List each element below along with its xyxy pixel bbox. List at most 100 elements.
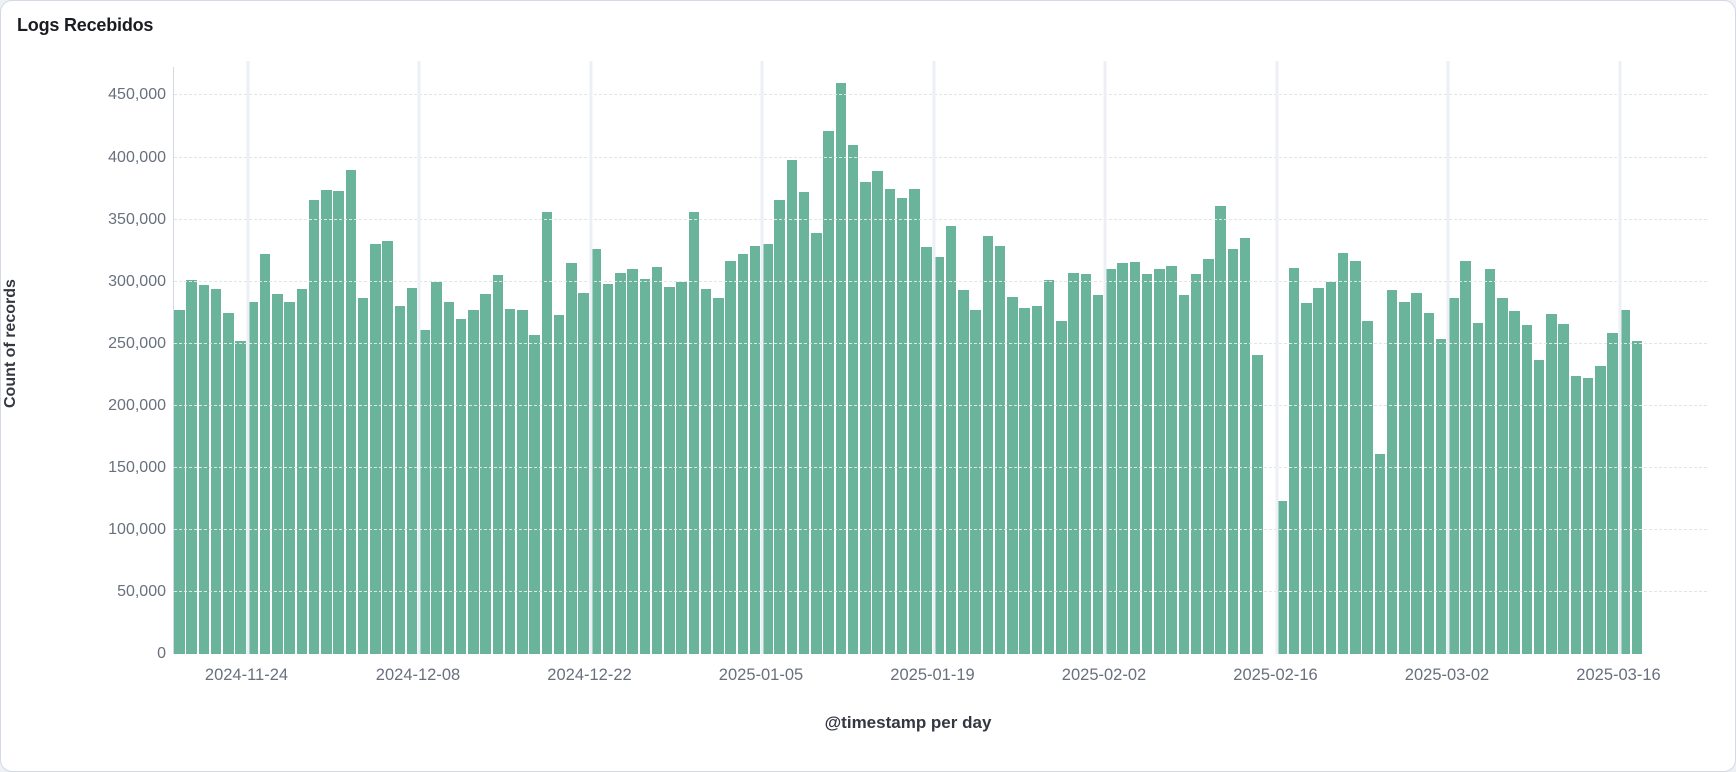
bar-2025-03-07[interactable] bbox=[1509, 311, 1520, 654]
bar-2025-02-23[interactable] bbox=[1362, 321, 1373, 654]
bar-2025-01-13[interactable] bbox=[860, 182, 871, 654]
bar-2025-03-12[interactable] bbox=[1570, 375, 1582, 654]
bar-2025-01-09[interactable] bbox=[811, 233, 822, 654]
bar-2025-02-28[interactable] bbox=[1423, 312, 1435, 654]
bar-2025-03-14[interactable] bbox=[1595, 366, 1606, 654]
bar-2024-12-05[interactable] bbox=[382, 240, 393, 654]
bar-2025-01-14[interactable] bbox=[872, 171, 883, 654]
bar-2024-12-24[interactable] bbox=[615, 272, 626, 654]
bar-2024-11-22[interactable] bbox=[223, 312, 234, 654]
bar-2025-03-08[interactable] bbox=[1521, 325, 1533, 654]
bar-2024-12-07[interactable] bbox=[406, 287, 418, 654]
bar-2024-12-31[interactable] bbox=[700, 289, 712, 654]
bar-2024-12-20[interactable] bbox=[566, 263, 577, 654]
bar-2025-01-23[interactable] bbox=[982, 235, 994, 654]
bar-2025-03-10[interactable] bbox=[1546, 313, 1557, 654]
bar-2025-01-20[interactable] bbox=[945, 225, 957, 654]
bar-2025-03-17[interactable] bbox=[1631, 341, 1643, 654]
bar-2025-03-04[interactable] bbox=[1472, 322, 1484, 654]
bar-2025-01-01[interactable] bbox=[713, 297, 724, 654]
bar-2025-01-21[interactable] bbox=[958, 290, 969, 654]
bar-2025-02-06[interactable] bbox=[1154, 269, 1165, 654]
bar-2025-03-09[interactable] bbox=[1533, 359, 1545, 654]
bar-2025-02-05[interactable] bbox=[1141, 274, 1153, 654]
bar-2024-12-17[interactable] bbox=[529, 335, 540, 654]
bar-2025-02-18[interactable] bbox=[1301, 302, 1312, 654]
bar-2025-03-13[interactable] bbox=[1582, 378, 1594, 654]
bar-2025-02-14[interactable] bbox=[1252, 354, 1263, 654]
bar-2024-11-23[interactable] bbox=[235, 341, 246, 654]
bar-2024-11-21[interactable] bbox=[210, 289, 222, 654]
bar-2024-11-28[interactable] bbox=[296, 289, 308, 654]
bar-2025-02-12[interactable] bbox=[1227, 249, 1239, 654]
bar-2025-03-15[interactable] bbox=[1607, 332, 1618, 654]
bar-2025-01-12[interactable] bbox=[847, 145, 859, 654]
bar-2025-01-22[interactable] bbox=[970, 310, 981, 654]
bar-2024-11-24[interactable] bbox=[247, 301, 259, 654]
bar-2025-02-02[interactable] bbox=[1105, 269, 1116, 654]
bar-2025-01-07[interactable] bbox=[786, 160, 798, 654]
bar-2025-02-04[interactable] bbox=[1129, 261, 1141, 654]
bar-2025-01-27[interactable] bbox=[1031, 306, 1043, 654]
bar-2024-12-28[interactable] bbox=[664, 286, 675, 654]
bar-2024-12-06[interactable] bbox=[394, 306, 406, 654]
bar-2025-01-06[interactable] bbox=[774, 199, 785, 654]
bar-2024-12-02[interactable] bbox=[345, 169, 357, 654]
bar-2024-11-25[interactable] bbox=[259, 254, 271, 654]
bar-2024-11-20[interactable] bbox=[198, 285, 210, 654]
bar-2024-11-29[interactable] bbox=[308, 199, 320, 654]
bar-2025-03-03[interactable] bbox=[1460, 260, 1471, 654]
bar-2025-02-09[interactable] bbox=[1190, 274, 1202, 654]
bar-2024-11-26[interactable] bbox=[272, 294, 283, 654]
bar-2025-02-22[interactable] bbox=[1350, 260, 1361, 654]
bar-2025-02-01[interactable] bbox=[1092, 295, 1104, 654]
bar-2025-03-01[interactable] bbox=[1435, 338, 1447, 654]
bar-2025-01-16[interactable] bbox=[896, 198, 908, 654]
bar-2025-01-30[interactable] bbox=[1068, 272, 1079, 654]
bar-2025-01-24[interactable] bbox=[994, 245, 1006, 654]
bar-2025-02-26[interactable] bbox=[1399, 301, 1410, 654]
bar-2025-02-13[interactable] bbox=[1239, 238, 1251, 654]
bar-2025-01-04[interactable] bbox=[749, 245, 761, 654]
bar-2025-01-17[interactable] bbox=[909, 188, 920, 654]
bar-2024-12-13[interactable] bbox=[480, 294, 491, 654]
bar-2024-12-04[interactable] bbox=[370, 244, 381, 654]
bar-2024-12-23[interactable] bbox=[602, 284, 614, 654]
bar-2024-12-03[interactable] bbox=[357, 297, 369, 654]
bar-2024-12-08[interactable] bbox=[419, 330, 430, 654]
bar-2025-02-03[interactable] bbox=[1117, 263, 1128, 654]
bar-2024-12-11[interactable] bbox=[455, 318, 467, 654]
bar-2025-02-17[interactable] bbox=[1288, 268, 1300, 654]
bar-2025-01-08[interactable] bbox=[798, 192, 810, 654]
bar-2025-03-16[interactable] bbox=[1619, 310, 1631, 654]
bar-2025-01-05[interactable] bbox=[762, 244, 773, 654]
bar-2024-12-14[interactable] bbox=[492, 275, 504, 654]
bar-2025-01-10[interactable] bbox=[823, 131, 834, 654]
bar-2025-02-24[interactable] bbox=[1374, 454, 1386, 654]
bar-2024-11-30[interactable] bbox=[321, 189, 332, 654]
bar-2024-12-16[interactable] bbox=[517, 310, 528, 654]
bar-2024-12-22[interactable] bbox=[590, 249, 602, 654]
bar-2025-01-26[interactable] bbox=[1019, 307, 1030, 654]
bar-2025-01-15[interactable] bbox=[884, 188, 896, 654]
bar-2025-01-25[interactable] bbox=[1007, 296, 1018, 654]
bar-2025-03-11[interactable] bbox=[1558, 323, 1569, 654]
bar-2025-03-05[interactable] bbox=[1484, 269, 1496, 654]
bar-2025-02-21[interactable] bbox=[1337, 253, 1349, 654]
bar-2025-02-11[interactable] bbox=[1215, 205, 1226, 654]
bar-2024-12-15[interactable] bbox=[504, 308, 516, 654]
bar-2024-12-27[interactable] bbox=[651, 266, 663, 654]
bar-2024-12-18[interactable] bbox=[541, 212, 553, 654]
bar-2025-02-08[interactable] bbox=[1178, 295, 1190, 654]
bar-2024-12-26[interactable] bbox=[639, 279, 651, 654]
bar-2024-12-25[interactable] bbox=[627, 269, 638, 654]
bar-2025-03-02[interactable] bbox=[1448, 297, 1459, 654]
bar-2024-12-30[interactable] bbox=[688, 212, 700, 654]
bar-2024-11-27[interactable] bbox=[284, 301, 295, 654]
bar-2024-12-21[interactable] bbox=[578, 292, 589, 654]
bar-2024-12-12[interactable] bbox=[468, 310, 479, 654]
bar-2025-02-19[interactable] bbox=[1313, 287, 1324, 654]
bar-2025-01-11[interactable] bbox=[835, 83, 847, 654]
bar-2025-02-16[interactable] bbox=[1276, 501, 1288, 654]
bar-2025-01-19[interactable] bbox=[933, 256, 945, 654]
